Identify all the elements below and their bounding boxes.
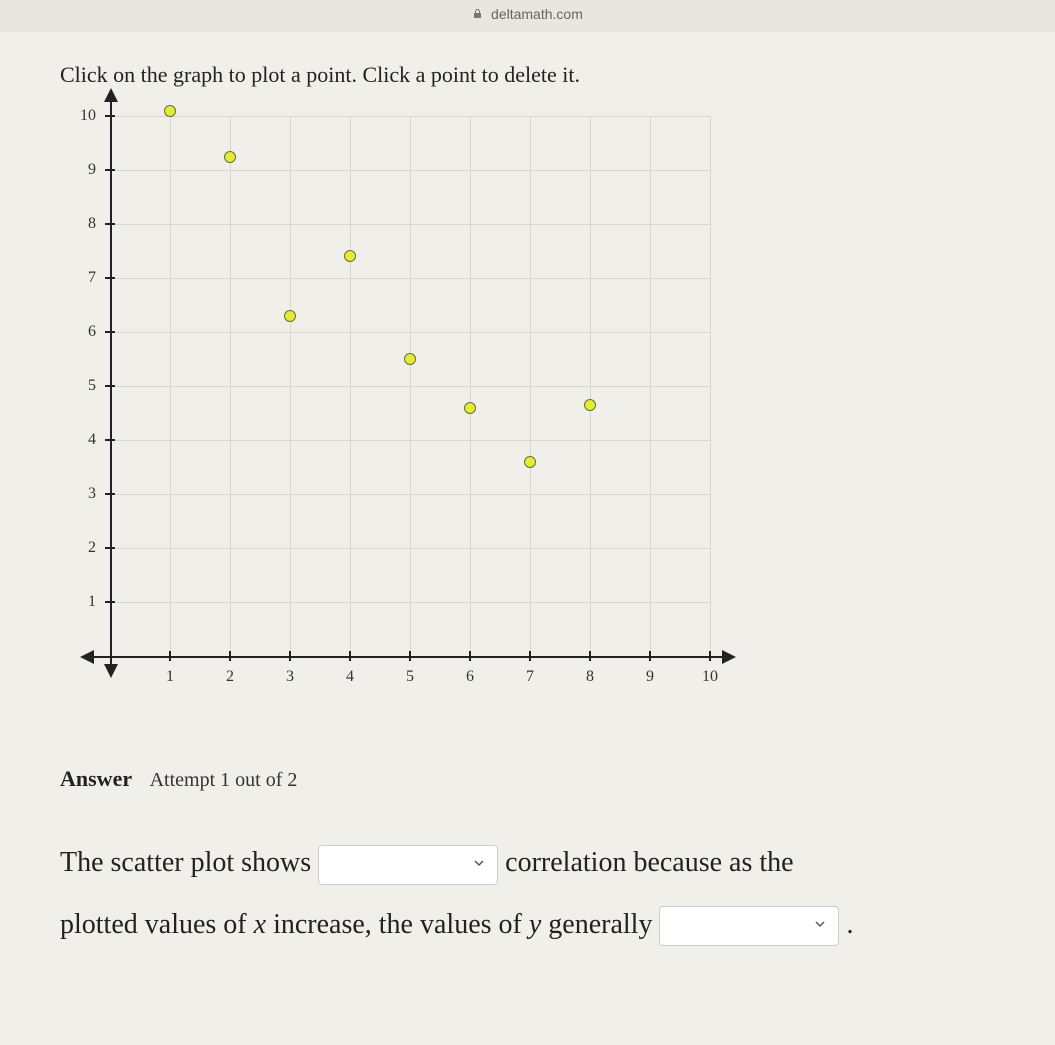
trend-dropdown[interactable]: [659, 906, 839, 946]
scatter-point[interactable]: [524, 456, 536, 468]
url-bar: deltamath.com: [0, 0, 1055, 32]
x-axis: [90, 656, 730, 658]
answer-sentence: The scatter plot shows correlation becau…: [60, 832, 1005, 955]
grid-line: [110, 116, 710, 117]
y-tick-label: 4: [88, 431, 96, 449]
scatter-point[interactable]: [464, 402, 476, 414]
grid-line: [110, 278, 710, 279]
chart-plot-area[interactable]: 1234567891012345678910: [110, 116, 710, 656]
sentence-text: correlation because as the: [505, 847, 793, 878]
scatter-point[interactable]: [584, 399, 596, 411]
arrow-down-icon: [104, 664, 118, 678]
x-tick-label: 2: [226, 668, 234, 686]
x-tick-label: 10: [702, 668, 718, 686]
grid-line: [110, 494, 710, 495]
answer-label: Answer: [60, 766, 132, 791]
y-tick-label: 7: [88, 269, 96, 287]
sentence-period: .: [846, 909, 853, 940]
attempt-count: Attempt 1 out of 2: [150, 769, 298, 791]
y-tick-label: 10: [80, 107, 96, 125]
sentence-text: The scatter plot shows: [60, 847, 311, 878]
variable-y: y: [529, 909, 541, 940]
chevron-down-icon: [812, 904, 828, 948]
x-tick-label: 3: [286, 668, 294, 686]
scatter-point[interactable]: [404, 353, 416, 365]
arrow-left-icon: [80, 650, 94, 664]
grid-line: [110, 602, 710, 603]
chevron-down-icon: [471, 843, 487, 887]
arrow-up-icon: [104, 88, 118, 102]
lock-icon: [472, 6, 483, 22]
sentence-text: plotted values of: [60, 909, 247, 940]
y-tick-label: 9: [88, 161, 96, 179]
correlation-dropdown[interactable]: [318, 845, 498, 885]
grid-line: [110, 170, 710, 171]
scatter-point[interactable]: [284, 310, 296, 322]
answer-header: Answer Attempt 1 out of 2: [60, 766, 1005, 792]
grid-line: [710, 116, 711, 656]
x-tick-label: 1: [166, 668, 174, 686]
variable-x: x: [254, 909, 266, 940]
grid-line: [110, 440, 710, 441]
grid-line: [110, 332, 710, 333]
y-tick-label: 8: [88, 215, 96, 233]
main-content: Click on the graph to plot a point. Clic…: [0, 32, 1055, 975]
grid-line: [110, 386, 710, 387]
y-tick-label: 1: [88, 593, 96, 611]
x-tick-label: 7: [526, 668, 534, 686]
sentence-text: generally: [548, 909, 652, 940]
y-tick-label: 3: [88, 485, 96, 503]
instruction-text: Click on the graph to plot a point. Clic…: [60, 62, 1005, 88]
x-tick-label: 8: [586, 668, 594, 686]
grid-line: [110, 548, 710, 549]
x-tick-label: 6: [466, 668, 474, 686]
sentence-text: increase, the values of: [273, 909, 522, 940]
x-tick-label: 9: [646, 668, 654, 686]
url-text: deltamath.com: [491, 6, 583, 22]
scatter-chart[interactable]: 1 2 3 4 5 6 7 8 9 10 1 2 3 4 5 6 7 8 9 10: [60, 106, 740, 706]
scatter-point[interactable]: [344, 250, 356, 262]
y-axis: [110, 96, 112, 676]
grid-line: [110, 224, 710, 225]
y-tick-label: 6: [88, 323, 96, 341]
scatter-point[interactable]: [164, 105, 176, 117]
x-tick-label: 5: [406, 668, 414, 686]
arrow-right-icon: [722, 650, 736, 664]
y-tick-label: 2: [88, 539, 96, 557]
y-tick-label: 5: [88, 377, 96, 395]
scatter-point[interactable]: [224, 151, 236, 163]
x-tick-label: 4: [346, 668, 354, 686]
